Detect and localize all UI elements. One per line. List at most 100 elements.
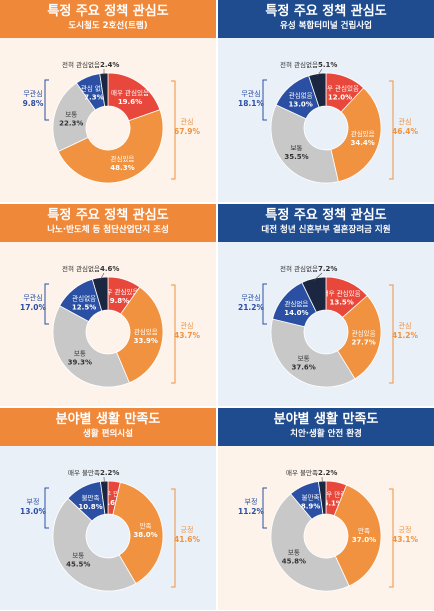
summary-bracket [262,79,267,121]
slice-label: 매우 만족 [99,489,125,498]
summary-value: 11.2% [238,507,265,516]
slice-value: 4.6% [100,265,119,273]
summary-value: 43.1% [392,535,419,544]
slice-label: 전혀 관심없음 [62,60,100,69]
leader-line [100,272,105,280]
summary-label: 무관심 [23,293,42,302]
slice-label: 보통 [74,350,86,358]
leader-line [313,272,323,281]
slice-label: 전혀 관심없음 [62,264,100,273]
slice-label: 매우 만족 [320,490,346,499]
slice-value: 7.2% [318,265,337,273]
slice-label: 관심있음 [352,329,376,338]
chart-subtitle: 유성 복합터미널 건립사업 [280,21,372,31]
slice-value: 9.8% [110,297,129,305]
summary-label: 긍정 [399,525,412,534]
slice-value: 19.6% [118,98,142,106]
summary-label: 긍정 [181,525,194,534]
slice-value: 48.3% [110,164,134,172]
slice-label: 전혀 관심없음 [280,264,318,273]
pie-slice [301,276,327,313]
summary-bracket [389,80,394,180]
pie-slice [270,493,350,592]
summary-bracket [171,80,176,180]
summary-bracket [262,487,267,529]
slice-value: 27.7% [351,339,375,347]
slice-label: 관심있음 [110,154,134,163]
slice-label: 관심 없음 [81,84,107,93]
summary-label: 부정 [245,497,258,506]
slice-label: 보통 [288,548,300,556]
chart-header: 특정 주요 정책 관심도 나노·반도체 등 첨단산업단지 조성 [0,204,216,242]
summary-label: 무관심 [23,89,42,98]
slice-label: 매우 불만족 [68,468,100,477]
pie-slice [317,480,327,515]
chart-title: 특정 주요 정책 관심도 [47,4,169,19]
slice-value: 45.5% [66,561,90,569]
slice-value: 8.9% [301,502,320,510]
summary-value: 9.8% [23,99,44,108]
slice-value: 3.6% [103,499,122,507]
slice-value: 45.8% [282,557,306,565]
summary-bracket [44,487,49,529]
slice-value: 37.6% [292,364,316,372]
summary-label: 무관심 [241,293,260,302]
slice-value: 35.5% [284,153,308,161]
summary-bracket [171,488,176,588]
summary-bracket [171,284,176,384]
chart-header: 특정 주요 정책 관심도 대전 청년 신혼부부 결혼장려금 지원 [218,204,434,242]
summary-label: 관심 [399,117,412,126]
slice-value: 37.0% [352,536,376,544]
pie-slice [99,480,109,515]
summary-label: 관심 [399,321,412,330]
chart-header: 특정 주요 정책 관심도 도시철도 2호선(트램) [0,0,216,38]
summary-value: 17.0% [20,303,47,312]
summary-label: 부정 [27,497,40,506]
slice-label: 매우 관심있음 [111,88,149,97]
pie-slice [57,109,164,184]
slice-label: 관심있음 [134,327,158,336]
summary-bracket [44,79,49,121]
slice-label: 관심없음 [72,293,96,302]
slice-label: 매우 관심있음 [323,288,361,297]
summary-bracket [389,488,394,588]
pie-slice [337,295,382,380]
leader-line [317,68,323,76]
slice-value: 7.3% [84,94,103,102]
slice-label: 관심없음 [284,299,308,308]
slice-label: 보통 [72,552,84,560]
slice-value: 39.3% [68,359,92,367]
slice-label: 불만족 [82,493,100,502]
slice-label: 전혀 관심없음 [280,60,318,69]
pie-slice [270,318,356,388]
slice-value: 2.4% [100,61,119,69]
chart-title: 특정 주요 정책 관심도 [265,208,387,223]
summary-value: 67.9% [174,127,201,136]
slice-label: 불만족 [302,492,320,501]
chart-subtitle: 나노·반도체 등 첨단산업단지 조성 [47,225,169,235]
summary-bracket [262,283,267,325]
summary-value: 18.1% [238,99,265,108]
slice-value: 38.0% [133,531,157,539]
slice-label: 관심있음 [351,129,375,138]
pie-slice [308,72,327,108]
summary-bracket [44,283,49,325]
chart-title: 분야별 생활 만족도 [55,412,161,427]
summary-label: 관심 [181,321,194,330]
summary-value: 13.0% [20,507,47,516]
slice-label: 보통 [291,144,303,152]
slice-value: 34.4% [351,139,375,147]
chart-title: 특정 주요 정책 관심도 [47,208,169,223]
chart-title: 분야별 생활 만족도 [273,412,379,427]
chart-panel-tram: 특정 주요 정책 관심도 도시철도 2호선(트램) 매우 관심있음 19.6% 관심… [0,0,216,202]
summary-label: 관심 [181,117,194,126]
slice-label: 보통 [298,355,310,363]
pie-slice [112,481,164,584]
chart-panel-marriage: 특정 주요 정책 관심도 대전 청년 신혼부부 결혼장려금 지원 매우 관심있음… [218,204,434,406]
pie-slice [270,104,339,184]
summary-bracket [389,284,394,384]
chart-panel-industry: 특정 주요 정책 관심도 나노·반도체 등 첨단산업단지 조성 매우 관심있음 9… [0,204,216,406]
